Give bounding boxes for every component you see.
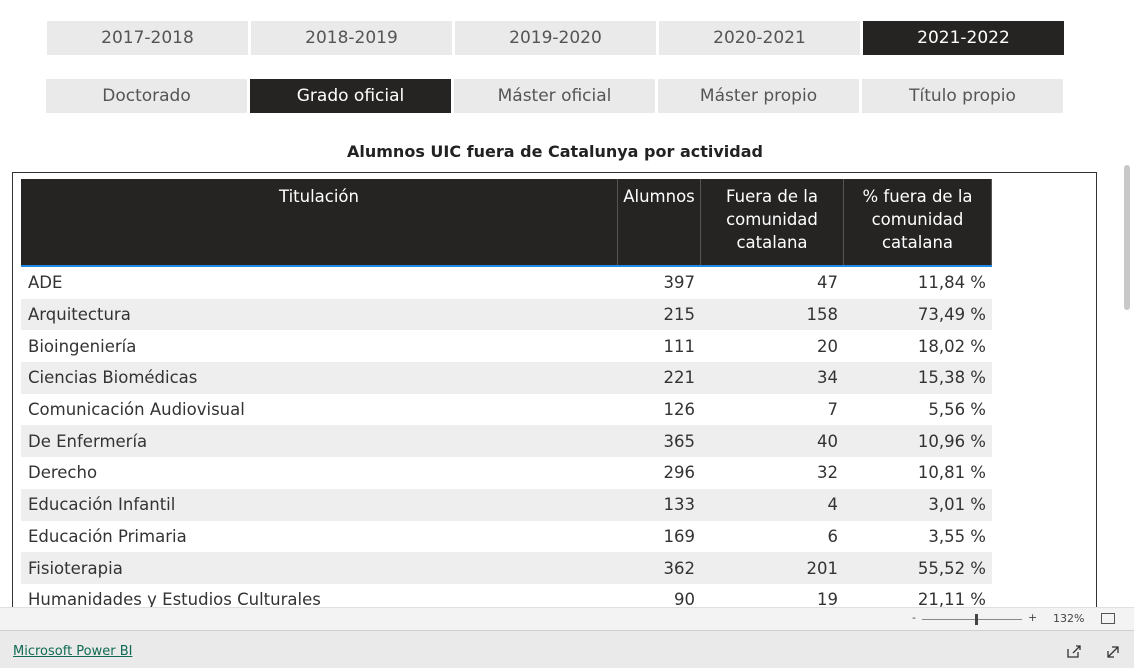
fit-icon[interactable] [1101,613,1115,624]
years-button[interactable]: 2017-2018 [47,21,248,55]
visual-title: Alumnos UIC fuera de Catalunya por activ… [347,142,763,161]
table-visual: Titulación Alumnos Fuera de la comunidad c… [12,172,1097,608]
column-header[interactable]: Titulación [21,179,618,265]
cell: 3,55 % [928,526,986,546]
table-row: Fisioterapia 362 201 55,52 % [21,552,992,584]
cell: 11,84 % [917,273,986,293]
column-header[interactable]: % fuera de la comunidad catalana [844,179,992,265]
years-button[interactable]: 2020-2021 [659,21,860,55]
cell: Educación Infantil [28,495,176,515]
footer-icons [1067,645,1119,658]
cell: 55,52 % [917,558,986,578]
cell: 47 [817,273,838,293]
cell: 34 [817,368,838,388]
cell: 111 [663,336,696,356]
cell: 221 [663,368,696,388]
cell: 90 [674,590,695,608]
cell: Arquitectura [28,305,131,325]
powerbi-link[interactable]: Microsoft Power BI [13,644,133,659]
cell: ADE [28,273,63,293]
zoom-level: 132% [1053,612,1085,625]
share-icon[interactable] [1067,645,1081,658]
column-header[interactable]: Fuera de la comunidad catalana [701,179,844,265]
zoom-thumb[interactable] [975,614,978,625]
cell: Derecho [28,463,98,483]
cell: 169 [663,526,696,546]
cell: De Enfermería [28,431,148,451]
cell: 32 [817,463,838,483]
cell: 73,49 % [917,305,986,325]
cell: 40 [817,431,838,451]
fullscreen-icon[interactable] [1107,646,1119,658]
cell: 5,56 % [928,400,986,420]
cell: 21,11 % [917,590,986,608]
cell: 6 [827,526,839,546]
footer: Microsoft Power BI [0,630,1134,668]
cell: 296 [663,463,696,483]
table-row: Humanidades y Estudios Culturales 90 19 21,… [21,584,992,608]
cell: Educación Primaria [28,526,187,546]
programs-button[interactable]: Título propio [862,79,1063,113]
cell: 18,02 % [917,336,986,356]
cell: Fisioterapia [28,558,123,578]
cell: 158 [806,305,839,325]
table-row: Educación Infantil 133 4 3,01 % [21,488,992,521]
zoom-out[interactable]: - [912,611,916,624]
cell: Humanidades y Estudios Culturales [28,590,321,608]
cell: 15,38 % [917,368,986,388]
table-row: Bioingeniería 111 20 18,02 % [21,330,992,362]
years-button[interactable]: 2019-2020 [455,21,656,55]
cell: 397 [663,273,696,293]
column-header[interactable]: Alumnos [618,179,701,265]
programs-button[interactable]: Grado oficial [250,79,451,113]
zoom-in[interactable]: + [1028,611,1038,624]
cell: 215 [663,305,696,325]
cell: 7 [827,400,839,420]
table-row: Ciencias Biomédicas 221 34 15,38 % [21,362,992,394]
table-row: Educación Primaria 169 6 3,55 % [21,521,992,553]
cell: 126 [663,400,696,420]
cell: Comunicación Audiovisual [28,400,245,420]
table-row: ADE 397 47 11,84 % [21,267,992,299]
years-button[interactable]: 2018-2019 [251,21,452,55]
header-row: Titulación Alumnos Fuera de la comunidad c… [21,179,992,267]
scrollbar[interactable] [1124,165,1130,310]
cell: 201 [806,558,839,578]
zoom-bar: - + 132% [0,607,1134,631]
table: Titulación Alumnos Fuera de la comunidad c… [21,179,992,608]
years-button[interactable]: 2021-2022 [863,21,1064,55]
cell: 10,81 % [917,463,986,483]
cell: 10,96 % [917,431,986,451]
cell: Ciencias Biomédicas [28,368,198,388]
programs-button[interactable]: Máster propio [658,79,859,113]
table-row: De Enfermería 365 40 10,96 % [21,425,992,458]
cell: 365 [663,431,696,451]
cell: 20 [817,336,838,356]
cell: 19 [817,590,838,608]
zoom-track [922,619,1022,620]
cell: 4 [827,495,839,515]
table-row: Comunicación Audiovisual 126 7 5,56 % [21,394,992,426]
cell: 362 [663,558,696,578]
table-row: Derecho 296 32 10,81 % [21,457,992,489]
cell: 3,01 % [928,495,986,515]
programs-button[interactable]: Máster oficial [454,79,655,113]
table-row: Arquitectura 215 158 73,49 % [21,298,992,331]
cell: Bioingeniería [28,336,137,356]
cell: 133 [663,495,696,515]
programs-button[interactable]: Doctorado [46,79,247,113]
